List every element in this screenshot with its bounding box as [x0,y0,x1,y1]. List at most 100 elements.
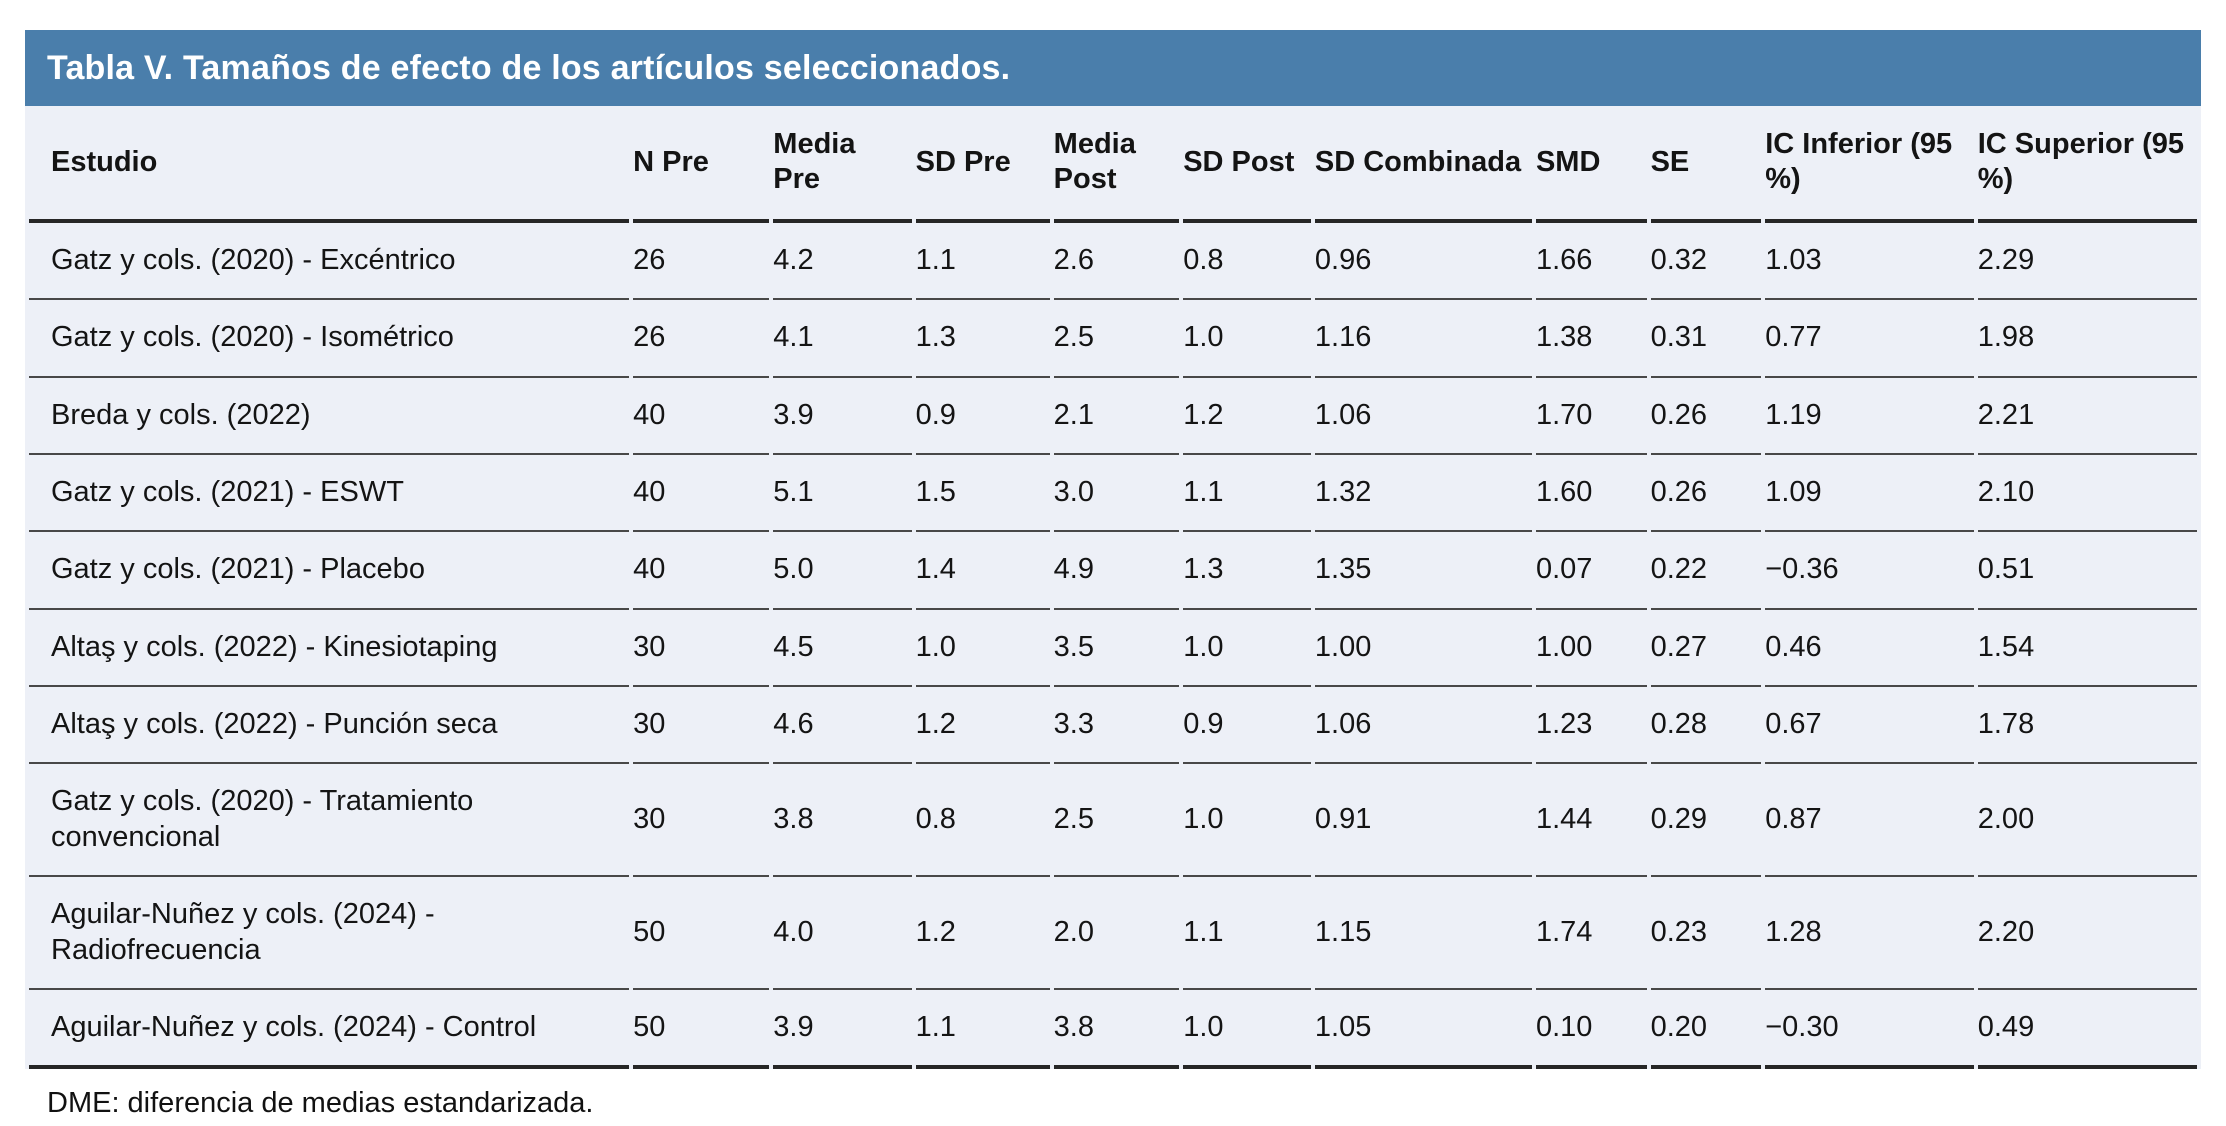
cell-media-post: 2.5 [1053,764,1180,878]
col-header-sd-combinada: SD Combinada [1314,106,1532,223]
cell-n-pre: 26 [633,300,770,378]
cell-smd: 1.70 [1535,378,1647,455]
cell-media-pre: 3.9 [773,990,912,1070]
cell-media-post: 3.8 [1053,990,1180,1070]
cell-sd-pre: 1.5 [915,455,1050,533]
cell-media-pre: 5.1 [773,455,912,533]
table-row: Aguilar-Nuñez y cols. (2024) - Radiofrec… [29,877,2197,990]
cell-ic-inferior: 1.03 [1765,223,1974,301]
cell-sd-pre: 1.4 [915,532,1050,610]
cell-sd-post: 1.0 [1183,990,1311,1070]
cell-smd: 1.66 [1535,223,1647,301]
cell-media-post: 2.5 [1053,300,1180,378]
cell-ic-inferior: 0.77 [1765,300,1974,378]
cell-sd-pre: 0.9 [915,378,1050,455]
cell-ic-superior: 1.78 [1977,687,2197,765]
cell-ic-superior: 1.98 [1977,300,2197,378]
table-row: Gatz y cols. (2020) - Isométrico 26 4.1 … [29,300,2197,378]
cell-sd-combinada: 1.35 [1314,532,1532,610]
cell-ic-inferior: 0.67 [1765,687,1974,765]
cell-media-post: 2.1 [1053,378,1180,455]
cell-ic-superior: 2.29 [1977,223,2197,301]
cell-se: 0.26 [1650,455,1762,533]
table-row: Gatz y cols. (2020) - Tratamiento conven… [29,764,2197,878]
cell-sd-post: 1.0 [1183,764,1311,878]
cell-n-pre: 40 [633,532,770,610]
cell-sd-pre: 1.3 [915,300,1050,378]
cell-ic-superior: 0.51 [1977,532,2197,610]
cell-media-pre: 4.5 [773,610,912,687]
cell-media-post: 3.0 [1053,455,1180,533]
cell-media-post: 2.6 [1053,223,1180,301]
cell-ic-inferior: 0.87 [1765,764,1974,878]
study-name: Altaş y cols. (2022) - Kinesiotaping [29,610,630,687]
cell-se: 0.22 [1650,532,1762,610]
table-row: Gatz y cols. (2020) - Excéntrico 26 4.2 … [29,223,2197,301]
study-name: Gatz y cols. (2020) - Isométrico [29,300,630,378]
study-name: Gatz y cols. (2021) - Placebo [29,532,630,610]
cell-sd-post: 1.0 [1183,300,1311,378]
study-name: Aguilar-Nuñez y cols. (2024) - Control [29,990,630,1070]
cell-smd: 1.60 [1535,455,1647,533]
table-row: Altaş y cols. (2022) - Punción seca 30 4… [29,687,2197,765]
cell-sd-combinada: 1.00 [1314,610,1532,687]
cell-sd-combinada: 0.96 [1314,223,1532,301]
study-name: Gatz y cols. (2020) - Excéntrico [29,223,630,301]
col-header-se: SE [1650,106,1762,223]
cell-sd-pre: 1.0 [915,610,1050,687]
effect-sizes-table: Estudio N Pre Media Pre SD Pre Media Pos… [25,106,2201,1070]
cell-media-pre: 3.9 [773,378,912,455]
table-title: Tabla V. Tamaños de efecto de los artícu… [47,48,1011,87]
cell-se: 0.31 [1650,300,1762,378]
cell-se: 0.32 [1650,223,1762,301]
cell-n-pre: 26 [633,223,770,301]
col-header-sd-pre: SD Pre [915,106,1050,223]
col-header-ic-inferior: IC Inferior (95 %) [1765,106,1974,223]
cell-media-pre: 4.6 [773,687,912,765]
cell-sd-combinada: 0.91 [1314,764,1532,878]
cell-media-pre: 5.0 [773,532,912,610]
cell-ic-inferior: −0.30 [1765,990,1974,1070]
cell-se: 0.29 [1650,764,1762,878]
study-name: Gatz y cols. (2021) - ESWT [29,455,630,533]
cell-se: 0.26 [1650,378,1762,455]
cell-sd-combinada: 1.16 [1314,300,1532,378]
cell-ic-superior: 2.10 [1977,455,2197,533]
cell-sd-pre: 1.2 [915,877,1050,990]
cell-ic-superior: 2.20 [1977,877,2197,990]
cell-smd: 1.44 [1535,764,1647,878]
cell-smd: 1.00 [1535,610,1647,687]
table-row: Gatz y cols. (2021) - Placebo 40 5.0 1.4… [29,532,2197,610]
study-name: Aguilar-Nuñez y cols. (2024) - Radiofrec… [29,877,630,990]
col-header-media-post: Media Post [1053,106,1180,223]
col-header-n-pre: N Pre [633,106,770,223]
cell-ic-superior: 2.00 [1977,764,2197,878]
cell-ic-inferior: 1.19 [1765,378,1974,455]
cell-smd: 0.10 [1535,990,1647,1070]
table-footnote: DME: diferencia de medias estandarizada. [25,1069,2201,1121]
cell-media-pre: 4.2 [773,223,912,301]
cell-media-pre: 4.1 [773,300,912,378]
cell-sd-post: 0.8 [1183,223,1311,301]
cell-media-post: 3.5 [1053,610,1180,687]
table-title-bar: Tabla V. Tamaños de efecto de los artícu… [25,30,2201,106]
cell-sd-pre: 1.1 [915,990,1050,1070]
study-name: Breda y cols. (2022) [29,378,630,455]
cell-ic-superior: 2.21 [1977,378,2197,455]
cell-smd: 1.23 [1535,687,1647,765]
cell-sd-post: 1.2 [1183,378,1311,455]
cell-smd: 1.74 [1535,877,1647,990]
cell-ic-inferior: 1.09 [1765,455,1974,533]
table-row: Breda y cols. (2022) 40 3.9 0.9 2.1 1.2 … [29,378,2197,455]
cell-sd-post: 1.1 [1183,455,1311,533]
study-name: Altaş y cols. (2022) - Punción seca [29,687,630,765]
cell-n-pre: 50 [633,990,770,1070]
cell-n-pre: 40 [633,455,770,533]
col-header-media-pre: Media Pre [773,106,912,223]
cell-sd-combinada: 1.06 [1314,687,1532,765]
cell-media-post: 3.3 [1053,687,1180,765]
cell-sd-post: 1.3 [1183,532,1311,610]
cell-se: 0.27 [1650,610,1762,687]
cell-ic-inferior: 0.46 [1765,610,1974,687]
